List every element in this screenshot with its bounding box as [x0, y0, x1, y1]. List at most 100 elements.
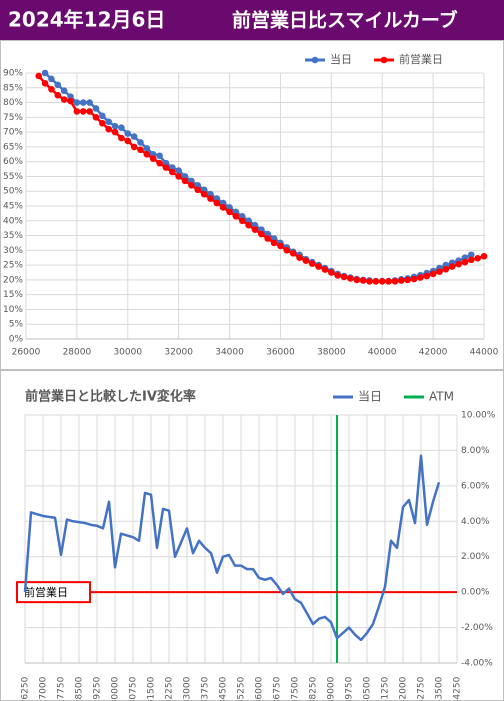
legend-label: 当日 — [330, 52, 352, 66]
y-tick-label: 85% — [3, 83, 23, 93]
marker — [41, 80, 49, 87]
y-tick-label: 35% — [3, 231, 23, 241]
marker — [169, 168, 176, 176]
x-tick-label: 31500 — [147, 676, 157, 701]
marker — [156, 159, 163, 167]
y-tick-label: 60% — [3, 157, 23, 167]
marker — [436, 268, 443, 275]
marker — [194, 186, 202, 194]
x-tick-label: 33000 — [183, 676, 193, 701]
x-tick-label: 38000 — [317, 348, 346, 358]
marker — [226, 208, 233, 216]
legend-label: 当日 — [358, 390, 382, 404]
marker — [251, 226, 259, 233]
marker — [124, 130, 132, 137]
marker — [359, 277, 367, 284]
marker — [99, 119, 106, 127]
marker — [442, 265, 450, 273]
y-tick-label: 45% — [3, 202, 23, 212]
marker — [188, 182, 195, 189]
marker — [302, 257, 310, 264]
marker — [143, 145, 151, 152]
marker — [124, 137, 132, 145]
x-tick-label: 38250 — [309, 676, 319, 701]
marker — [54, 81, 62, 89]
y-tick-label: -2.00% — [461, 623, 493, 633]
marker — [92, 105, 100, 112]
marker — [137, 139, 144, 146]
x-tick-label: 40000 — [368, 348, 397, 358]
marker — [130, 143, 138, 151]
y-tick-label: 70% — [3, 128, 23, 138]
x-tick-label: 26250 — [21, 676, 31, 701]
x-tick-label: 37500 — [291, 676, 301, 701]
x-tick-label: 42750 — [417, 676, 427, 701]
marker — [73, 108, 81, 115]
x-tick-label: 40500 — [363, 676, 373, 701]
marker — [404, 276, 411, 284]
y-tick-label: 0% — [9, 335, 24, 345]
marker — [118, 134, 125, 142]
marker — [99, 112, 106, 120]
chart-title: 前営業日と比較したIV変化率 — [25, 389, 196, 405]
y-tick-label: 25% — [3, 261, 23, 271]
x-tick-label: 28000 — [63, 348, 92, 358]
marker — [315, 263, 322, 270]
marker — [347, 275, 354, 282]
y-tick-label: 40% — [3, 216, 23, 226]
marker — [118, 124, 125, 131]
series-line — [23, 454, 441, 642]
marker — [60, 96, 68, 103]
y-tick-label: 10% — [3, 305, 23, 315]
marker — [213, 199, 221, 207]
x-tick-label: 32000 — [164, 348, 193, 358]
x-tick-label: 44250 — [453, 676, 463, 701]
legend-label: ATM — [429, 390, 454, 404]
marker — [156, 152, 163, 160]
marker — [219, 204, 227, 211]
marker — [277, 242, 284, 250]
x-tick-label: 27000 — [39, 676, 49, 701]
marker — [48, 85, 55, 93]
x-tick-label: 30000 — [111, 676, 121, 701]
marker — [296, 254, 303, 262]
marker — [334, 272, 341, 279]
x-tick-label: 41250 — [381, 676, 391, 701]
x-tick-label: 36750 — [273, 676, 283, 701]
y-tick-label: 80% — [3, 98, 23, 108]
marker — [162, 164, 170, 171]
marker — [455, 260, 462, 268]
marker — [429, 270, 437, 278]
y-tick-label: 6.00% — [461, 481, 490, 491]
marker — [385, 278, 392, 285]
marker — [264, 235, 272, 242]
reference-label: 前営業日 — [24, 585, 68, 599]
marker — [474, 255, 481, 262]
marker — [353, 276, 361, 284]
x-tick-label: 43500 — [435, 676, 445, 701]
y-tick-label: 15% — [3, 290, 23, 300]
marker — [86, 108, 93, 115]
marker — [258, 230, 265, 238]
marker — [92, 114, 100, 121]
y-tick-label: 10.00% — [461, 411, 496, 421]
y-tick-label: 30% — [3, 246, 23, 256]
marker — [143, 150, 151, 158]
marker — [232, 213, 240, 220]
y-tick-label: 8.00% — [461, 446, 490, 456]
marker — [270, 239, 278, 247]
marker — [207, 195, 214, 202]
x-tick-label: 30000 — [113, 348, 142, 358]
marker — [41, 69, 49, 77]
x-tick-label: 39000 — [327, 676, 337, 701]
marker — [137, 146, 144, 154]
marker — [79, 108, 87, 115]
y-tick-label: 5% — [9, 320, 24, 330]
y-tick-label: 75% — [3, 113, 23, 123]
legend-marker — [311, 56, 319, 64]
marker — [111, 128, 119, 136]
x-tick-label: 44000 — [470, 348, 499, 358]
marker — [35, 72, 43, 80]
marker — [410, 275, 418, 283]
marker — [86, 99, 93, 106]
